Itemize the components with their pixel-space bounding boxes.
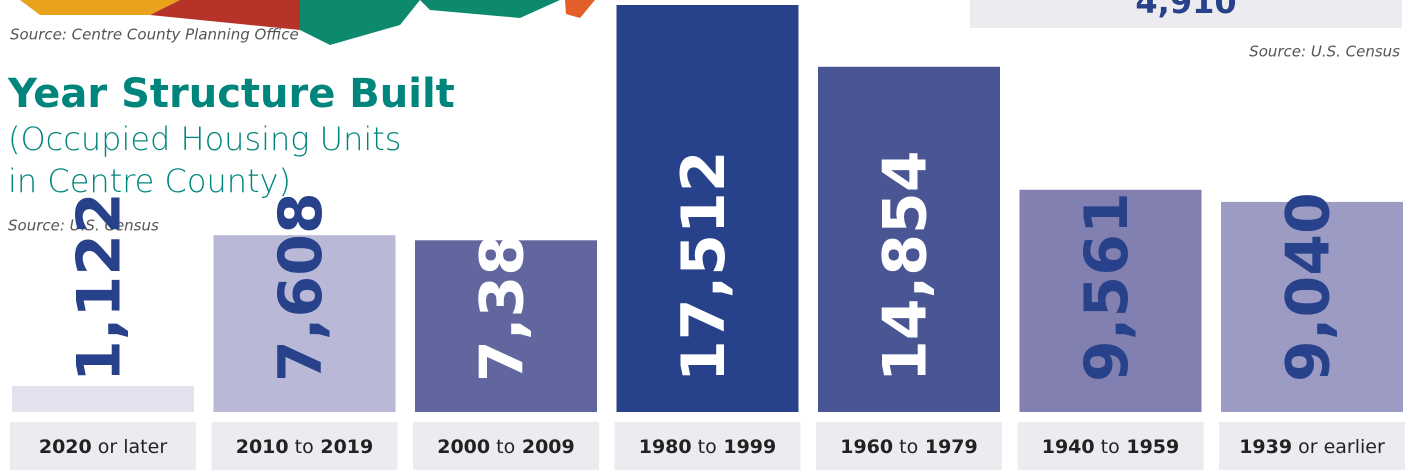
category-box xyxy=(413,422,599,470)
bar xyxy=(213,235,396,412)
chart-subtitle: in Centre County) xyxy=(8,162,291,200)
category-box xyxy=(1017,422,1204,470)
category-box xyxy=(211,422,398,470)
value-label: 7,608 xyxy=(266,192,336,382)
chart-subtitle: (Occupied Housing Units xyxy=(8,120,401,158)
value-label: 17,512 xyxy=(669,150,739,382)
x-tick-label: 1980 to 1999 xyxy=(639,436,777,458)
decor xyxy=(565,0,595,18)
chart-title: Year Structure Built xyxy=(7,71,455,117)
x-tick-label: 2000 to 2009 xyxy=(437,436,575,458)
x-tick-label: 2020 or later xyxy=(39,436,167,458)
decor xyxy=(150,0,340,30)
x-tick-label: 2010 to 2019 xyxy=(236,436,374,458)
value-label: 1,122 xyxy=(65,192,135,382)
value-label: 9,040 xyxy=(1274,192,1344,382)
category-box xyxy=(816,422,1002,470)
x-tick-label: 1960 to 1979 xyxy=(840,436,978,458)
decor xyxy=(420,0,560,18)
bar xyxy=(616,5,799,412)
bar xyxy=(12,385,194,412)
source-note: Source: Centre County Planning Office xyxy=(10,26,299,44)
bar xyxy=(415,240,597,412)
bar xyxy=(818,66,1000,413)
stat-value: 4,910 xyxy=(1135,0,1236,21)
source-note: Source: U.S. Census xyxy=(8,217,159,235)
value-label: 7,388 xyxy=(468,192,538,382)
bar xyxy=(1019,189,1202,412)
value-label: 9,561 xyxy=(1072,192,1142,382)
decor xyxy=(20,0,180,15)
category-box xyxy=(1219,422,1405,470)
category-box xyxy=(614,422,801,470)
decor xyxy=(300,0,420,45)
source-note: Source: U.S. Census xyxy=(1249,43,1400,61)
bar xyxy=(1221,201,1403,412)
value-label: 14,854 xyxy=(871,150,941,382)
stat-box xyxy=(970,0,1402,28)
top-graphic xyxy=(20,0,595,45)
x-tick-label: 1940 to 1959 xyxy=(1042,436,1180,458)
category-box xyxy=(10,422,196,470)
x-tick-label: 1939 or earlier xyxy=(1239,436,1385,458)
